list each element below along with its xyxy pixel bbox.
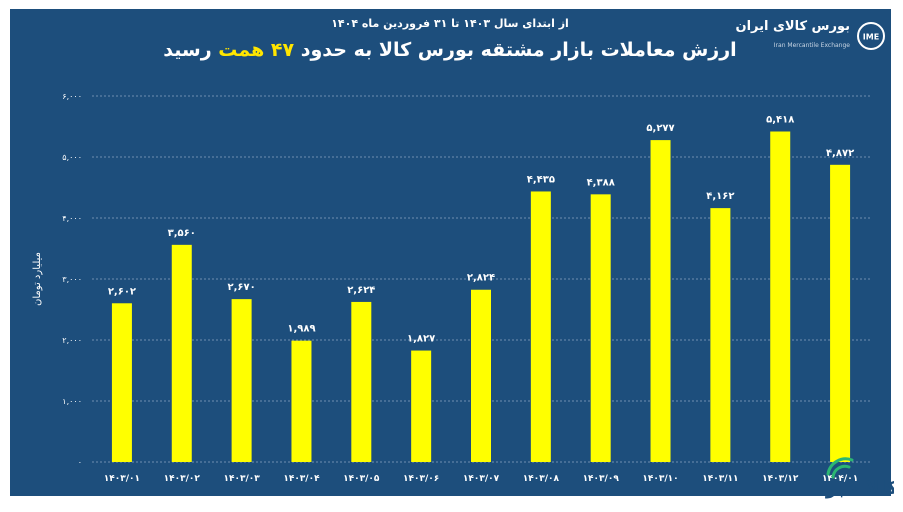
title-text-start: ارزش معاملات بازار مشتقه بورس کالا به حد… — [300, 39, 737, 61]
x-tick-label: ۱۴۰۳/۰۴ — [283, 474, 320, 484]
kalakhabar-watermark: کالا خبر — [825, 457, 894, 499]
x-tick-label: ۱۴۰۳/۰۱ — [104, 474, 140, 484]
bar — [411, 350, 432, 462]
title-text-end: رسید — [163, 39, 212, 61]
bar — [111, 303, 132, 462]
y-tick-label: ۰ — [78, 458, 82, 467]
chart-frame: از ابتدای سال ۱۴۰۳ تا ۳۱ فروردین ماه ۱۴۰… — [10, 9, 891, 496]
x-tick-label: ۱۴۰۳/۰۳ — [223, 474, 260, 484]
bar — [530, 191, 551, 462]
bar-value-label: ۴,۱۶۲ — [706, 191, 734, 202]
y-tick-label: ۶,۰۰۰ — [62, 92, 82, 101]
bar-value-label: ۴,۳۸۸ — [587, 177, 615, 188]
logo-name-en: Iran Mercantile Exchange — [773, 42, 850, 49]
bar — [171, 244, 192, 462]
bar-value-label: ۲,۶۰۲ — [108, 286, 136, 297]
y-tick-label: ۴,۰۰۰ — [62, 214, 82, 223]
bar-value-label: ۴,۸۷۲ — [826, 148, 854, 159]
x-tick-label: ۱۴۰۳/۰۲ — [164, 474, 201, 484]
bar-value-label: ۵,۴۱۸ — [766, 115, 794, 126]
x-tick-label: ۱۴۰۳/۰۸ — [523, 474, 560, 484]
y-tick-label: ۳,۰۰۰ — [62, 275, 82, 284]
bar-value-label: ۲,۶۲۴ — [347, 285, 375, 296]
x-tick-label: ۱۴۰۳/۰۵ — [343, 474, 380, 484]
x-tick-label: ۱۴۰۳/۰۷ — [463, 474, 500, 484]
bar-value-label: ۲,۶۷۰ — [228, 282, 256, 293]
bar-value-label: ۱,۸۲۷ — [407, 334, 435, 345]
x-tick-label: ۱۴۰۳/۱۰ — [642, 474, 678, 484]
y-tick-label: ۲,۰۰۰ — [62, 336, 82, 345]
ime-logo: بورس کالای ایران Iran Mercantile Exchang… — [735, 15, 888, 59]
ime-logo-icon: IME — [857, 22, 885, 50]
bar — [590, 194, 611, 462]
x-tick-label: ۱۴۰۳/۰۹ — [583, 474, 620, 484]
bar — [231, 299, 252, 462]
y-axis-label: میلیارد تومان — [32, 252, 43, 306]
bar — [770, 131, 791, 462]
chart-subtitle: از ابتدای سال ۱۴۰۳ تا ۳۱ فروردین ماه ۱۴۰… — [331, 17, 569, 30]
bar-value-label: ۱,۹۸۹ — [287, 324, 315, 335]
y-tick-label: ۵,۰۰۰ — [62, 153, 82, 162]
x-tick-label: ۱۴۰۳/۱۱ — [702, 474, 738, 484]
y-tick-label: ۱,۰۰۰ — [62, 397, 82, 406]
x-tick-label: ۱۴۰۳/۱۲ — [762, 474, 799, 484]
title-highlight: ۴۷ همت — [218, 39, 295, 61]
bar — [351, 301, 372, 462]
bar-value-label: ۴,۴۳۵ — [527, 174, 555, 185]
chart-title: ارزش معاملات بازار مشتقه بورس کالا به حد… — [10, 39, 890, 61]
bar — [650, 140, 671, 462]
bar-value-label: ۲,۸۲۴ — [467, 273, 495, 284]
x-tick-label: ۱۴۰۴/۰۱ — [822, 474, 858, 484]
bar — [471, 289, 491, 462]
bar — [291, 340, 312, 462]
watermark-text: کالا خبر — [825, 477, 894, 499]
x-tick-label: ۱۴۰۳/۰۶ — [403, 474, 439, 484]
logo-name-fa: بورس کالای ایران — [735, 19, 850, 34]
bar — [830, 164, 851, 463]
bar-value-label: ۳,۵۶۰ — [168, 228, 196, 239]
bar — [710, 208, 731, 462]
logo-icon-text: IME — [863, 33, 879, 42]
bar-value-label: ۵,۲۷۷ — [646, 123, 674, 134]
bar-chart: ۰ ۱,۰۰۰ ۲,۰۰۰ ۳,۰۰۰ ۴,۰۰۰ ۵,۰۰۰ ۶,۰۰۰ میلیارد ت… — [32, 92, 870, 484]
